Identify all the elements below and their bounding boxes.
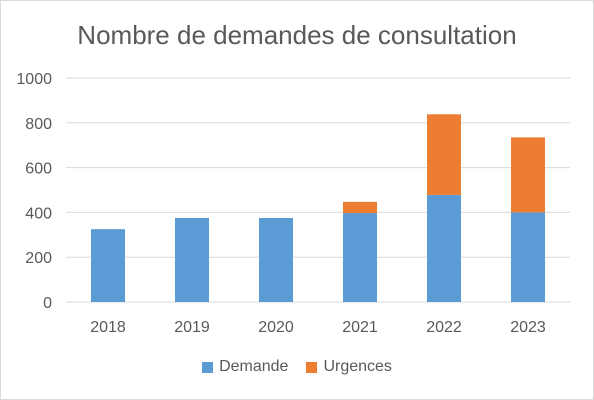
y-tick-label: 400 <box>25 205 52 222</box>
legend-swatch-urgences <box>306 361 318 373</box>
legend-label-urgences: Urgences <box>323 358 392 375</box>
bar-urgences-2022 <box>427 114 461 195</box>
bar-urgences-2021 <box>343 201 377 214</box>
y-tick-label: 200 <box>25 250 52 267</box>
legend: Demande Urgences <box>0 358 594 376</box>
x-tick-label: 2019 <box>174 319 210 336</box>
bar-urgences-2023 <box>511 137 545 213</box>
legend-item-urgences: Urgences <box>306 358 392 376</box>
bar-demande-2023 <box>511 212 545 302</box>
y-tick-label: 0 <box>43 295 52 312</box>
bar-demande-2019 <box>175 218 209 302</box>
x-tick-label: 2023 <box>510 319 546 336</box>
y-tick-label: 600 <box>25 161 52 178</box>
bar-demande-2021 <box>343 213 377 302</box>
bar-demande-2020 <box>259 218 293 302</box>
x-tick-label: 2022 <box>426 319 462 336</box>
chart-title: Nombre de demandes de consultation <box>77 20 517 50</box>
bar-demande-2022 <box>427 194 461 302</box>
bar-demande-2018 <box>91 229 125 302</box>
y-tick-label: 1000 <box>16 71 52 88</box>
x-tick-label: 2020 <box>258 319 294 336</box>
legend-label-demande: Demande <box>219 358 289 375</box>
x-tick-label: 2021 <box>342 319 378 336</box>
legend-item-demande: Demande <box>202 358 288 376</box>
x-tick-label: 2018 <box>90 319 126 336</box>
legend-swatch-demande <box>202 361 214 373</box>
y-tick-label: 800 <box>25 116 52 133</box>
